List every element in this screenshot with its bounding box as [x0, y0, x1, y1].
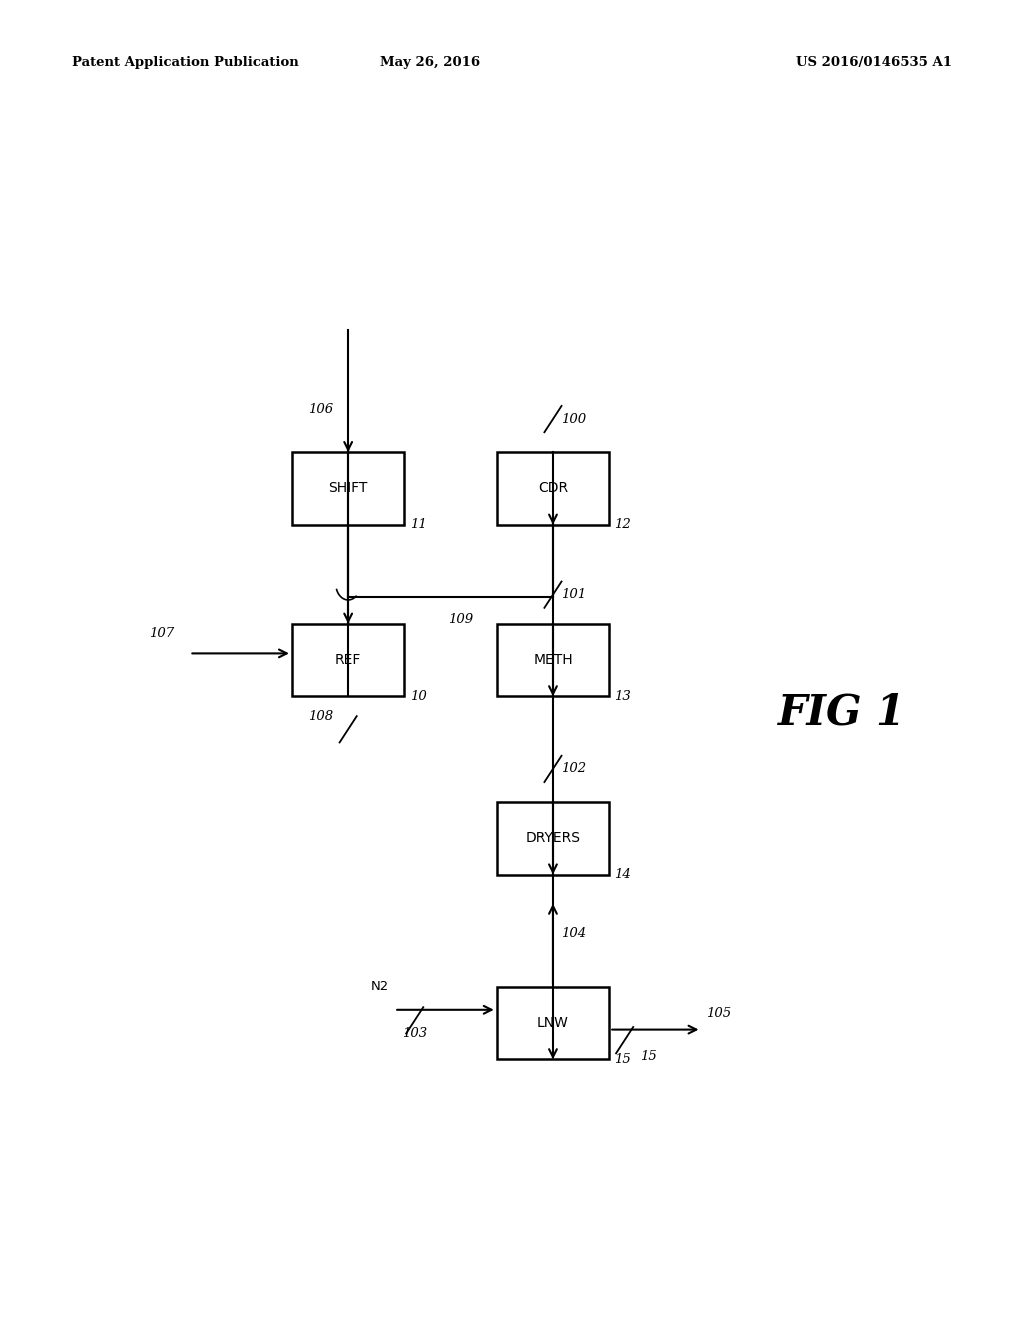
Text: SHIFT: SHIFT [329, 482, 368, 495]
Text: 102: 102 [561, 763, 587, 775]
Bar [497, 624, 609, 697]
Text: METH: METH [534, 653, 572, 667]
Text: 12: 12 [614, 517, 631, 531]
Text: 10: 10 [410, 689, 426, 702]
Text: CDR: CDR [538, 482, 568, 495]
Text: 100: 100 [561, 413, 587, 425]
Text: FIG 1: FIG 1 [778, 692, 906, 734]
Text: 15: 15 [640, 1049, 656, 1063]
Text: US 2016/0146535 A1: US 2016/0146535 A1 [797, 55, 952, 69]
Bar [292, 624, 404, 697]
Bar [497, 451, 609, 524]
Text: 103: 103 [402, 1027, 428, 1040]
Text: 106: 106 [307, 403, 333, 416]
Text: DRYERS: DRYERS [525, 832, 581, 845]
Text: N2: N2 [371, 979, 389, 993]
Text: 15: 15 [614, 1053, 631, 1065]
Text: 14: 14 [614, 869, 631, 880]
Text: 101: 101 [561, 589, 587, 601]
Text: Patent Application Publication: Patent Application Publication [72, 55, 298, 69]
Text: 109: 109 [449, 612, 473, 626]
Text: May 26, 2016: May 26, 2016 [380, 55, 480, 69]
Text: 13: 13 [614, 689, 631, 702]
Text: 104: 104 [561, 928, 587, 940]
Text: 105: 105 [707, 1007, 732, 1020]
Text: REF: REF [335, 653, 361, 667]
Bar [497, 803, 609, 875]
Text: LNW: LNW [537, 1016, 569, 1030]
Text: 108: 108 [307, 710, 333, 722]
Bar [292, 451, 404, 524]
Text: 107: 107 [148, 627, 174, 640]
Bar [497, 987, 609, 1059]
Text: 11: 11 [410, 517, 426, 531]
